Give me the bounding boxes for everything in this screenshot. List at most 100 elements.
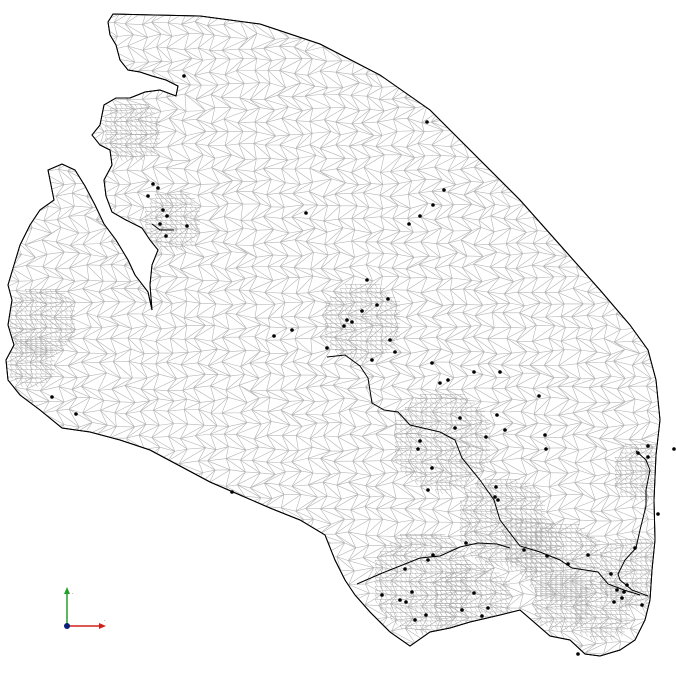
node-marker [418, 439, 422, 443]
node-marker [370, 358, 374, 362]
node-marker [438, 381, 442, 385]
node-marker [472, 591, 476, 595]
refined-zone-8 [144, 194, 200, 251]
node-marker [646, 455, 650, 459]
refined-zone-14 [504, 519, 560, 576]
node-marker [503, 428, 507, 432]
node-marker [544, 447, 548, 451]
node-marker [426, 558, 430, 562]
node-marker [161, 208, 165, 212]
node-marker [464, 541, 468, 545]
node-marker [537, 394, 541, 398]
node-marker [424, 613, 428, 617]
node-marker [50, 395, 54, 399]
node-marker [612, 600, 616, 604]
node-marker [636, 451, 640, 455]
refined-mesh-zones [9, 104, 660, 643]
refined-zone-13 [574, 584, 630, 641]
y-axis-arrow-icon [64, 587, 70, 594]
node-marker [386, 297, 390, 301]
internal-boundaries [151, 223, 651, 597]
node-marker [522, 548, 526, 552]
node-marker [290, 328, 294, 332]
node-marker [350, 320, 354, 324]
node-marker [586, 553, 590, 557]
x-axis-label: · [104, 618, 106, 624]
node-marker [446, 378, 450, 382]
node-marker [425, 120, 429, 124]
refined-zone-2 [459, 479, 545, 567]
refined-zone-6 [374, 534, 470, 635]
axis-origin-icon [64, 623, 70, 629]
node-marker [360, 309, 364, 313]
node-marker [609, 572, 613, 576]
node-marker [495, 413, 499, 417]
island-coastline [5, 13, 661, 657]
node-marker [146, 194, 150, 198]
refined-zone-10 [9, 289, 75, 359]
node-marker [460, 608, 464, 612]
node-marker [156, 186, 160, 190]
node-marker [388, 338, 392, 342]
node-marker [230, 490, 234, 494]
node-marker [458, 416, 462, 420]
refined-zone-0 [324, 284, 400, 363]
node-marker [566, 562, 570, 566]
boundary-line-east [617, 450, 651, 597]
node-marker [494, 485, 498, 489]
node-marker [498, 370, 502, 374]
node-marker [615, 588, 619, 592]
node-markers [50, 74, 676, 656]
node-marker [430, 361, 434, 365]
node-marker [545, 554, 549, 558]
node-marker [472, 370, 476, 374]
boundary-line-north [326, 354, 641, 596]
node-marker [431, 203, 435, 207]
node-marker [164, 234, 168, 238]
node-marker [165, 214, 169, 218]
node-marker [342, 324, 346, 328]
boundary-line-south [356, 542, 511, 585]
node-marker [158, 222, 162, 226]
node-marker [407, 222, 411, 226]
node-marker [633, 546, 637, 550]
node-marker [393, 350, 397, 354]
node-marker [656, 512, 660, 516]
node-marker [418, 214, 422, 218]
node-marker [430, 466, 434, 470]
node-marker [375, 303, 379, 307]
node-marker [442, 188, 446, 192]
node-marker [182, 74, 186, 78]
refined-zone-1 [394, 394, 490, 495]
node-marker [416, 447, 420, 451]
node-marker [625, 583, 629, 587]
node-marker [484, 435, 488, 439]
node-marker [576, 652, 580, 656]
node-marker [380, 593, 384, 597]
boundary-line-northwest [151, 223, 174, 231]
x-axis-arrow-icon [99, 623, 106, 629]
node-marker [365, 278, 369, 282]
node-marker [543, 433, 547, 437]
node-marker [486, 606, 490, 610]
node-marker [622, 590, 626, 594]
node-marker [431, 553, 435, 557]
refined-zone-12 [534, 574, 590, 631]
refined-zone-11 [9, 339, 55, 388]
node-marker [404, 600, 408, 604]
node-marker [345, 318, 349, 322]
node-marker [493, 495, 497, 499]
node-marker [672, 447, 676, 451]
node-marker [398, 598, 402, 602]
node-marker [620, 596, 624, 600]
node-marker [496, 498, 500, 502]
node-marker [640, 603, 644, 607]
node-marker [426, 488, 430, 492]
refined-zone-9 [104, 104, 160, 161]
node-marker [413, 618, 417, 622]
node-marker [453, 426, 457, 430]
node-marker [325, 346, 329, 350]
node-marker [403, 567, 407, 571]
node-marker [410, 590, 414, 594]
